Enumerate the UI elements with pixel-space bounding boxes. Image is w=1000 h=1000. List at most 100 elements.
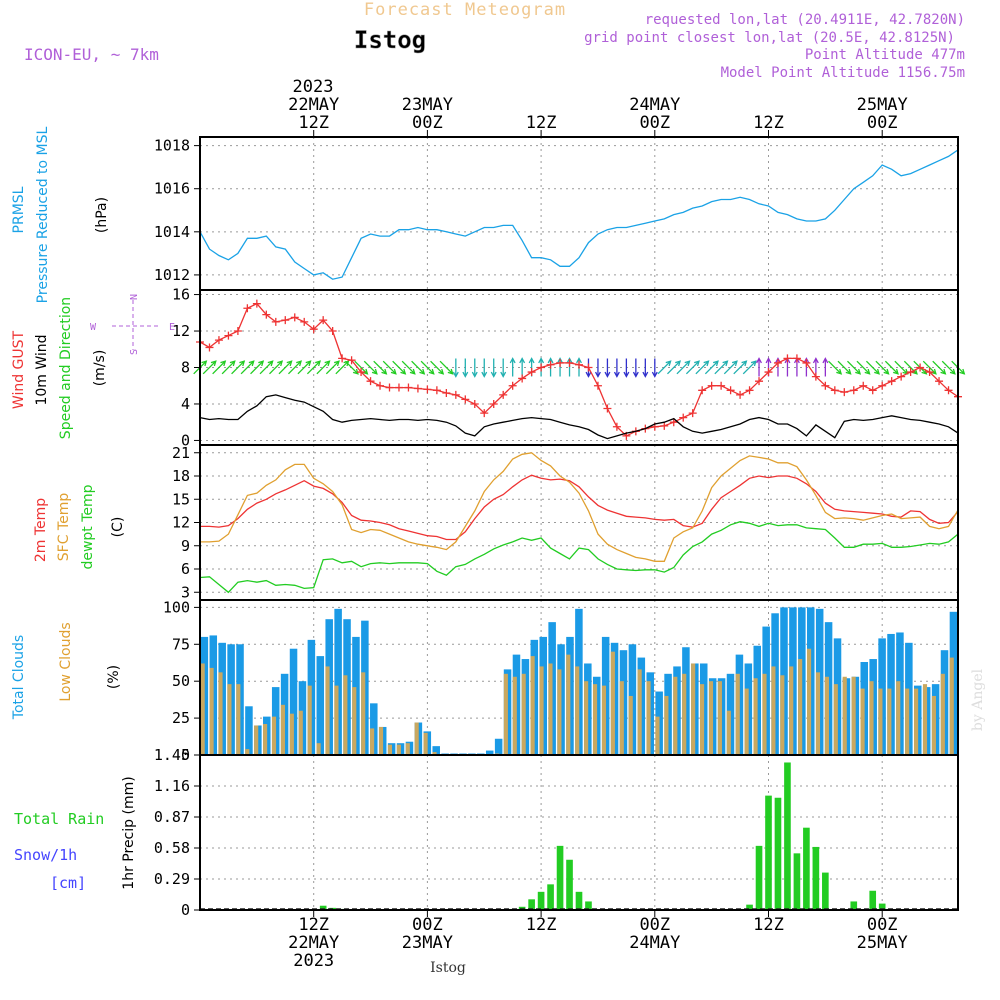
wind-arrow-icon: [316, 360, 331, 375]
wind-arrow-head: [722, 360, 729, 367]
rain-bar: [850, 901, 858, 910]
wind-arrow-head: [855, 368, 862, 375]
footer-location: Istog: [430, 960, 466, 976]
y-tick-label: 0: [181, 901, 190, 919]
wind-arrow-head: [959, 368, 966, 375]
wind-arrow-head: [651, 371, 658, 378]
wind-arrow-icon: [231, 360, 246, 375]
wind-arrow-icon: [509, 357, 516, 377]
gust-marker: [252, 299, 261, 308]
gust-marker: [584, 363, 593, 372]
wind-arrow-head: [750, 360, 757, 367]
location-title: Istog: [354, 26, 426, 54]
wind-arrow-head: [864, 368, 871, 375]
wind-arrow-head: [352, 368, 359, 375]
wind-arrow-shaft: [278, 360, 293, 375]
wind-arrow-icon: [847, 360, 862, 375]
low-cloud-bar: [566, 654, 571, 755]
wind-arrow-head: [452, 371, 459, 378]
y-tick-label: 18: [172, 467, 190, 485]
low-cloud-bar: [780, 675, 785, 755]
wind-arrow-head: [930, 368, 937, 375]
wind-arrow-shaft: [202, 360, 217, 375]
wind-arrow-head: [428, 368, 435, 375]
gust-marker: [470, 399, 479, 408]
pressure-label-1: PRMSL: [11, 186, 27, 233]
bottom-hour-label: 00Z: [412, 915, 443, 935]
low-cloud-bar: [521, 673, 526, 755]
wind-arrow-icon: [392, 360, 407, 375]
wind-arrow-icon: [439, 360, 454, 375]
gust-marker: [224, 331, 233, 340]
rain-bar: [547, 884, 554, 910]
gust-marker: [518, 374, 527, 383]
compass-icon: W E N S: [90, 294, 175, 355]
wind-arrow-icon: [500, 358, 507, 378]
wind-arrow-shaft: [714, 360, 728, 375]
low-cloud-bar: [878, 688, 883, 755]
low-cloud-bar: [691, 663, 696, 755]
wind-arrow-shaft: [856, 360, 871, 375]
wind-arrow-shaft: [894, 360, 908, 375]
y-tick-label: 0: [181, 746, 190, 764]
series-line: [199, 521, 959, 594]
compass-s: S: [129, 349, 140, 355]
wind-arrow-icon: [941, 360, 956, 375]
gust-marker: [527, 368, 536, 377]
wind-arrow-icon: [354, 360, 369, 375]
precip-label: 1hr Precip (mm): [121, 776, 137, 889]
low-cloud-bar: [673, 676, 678, 755]
low-cloud-bar: [592, 684, 598, 755]
wind-arrow-head: [822, 357, 829, 364]
compass-n: N: [129, 294, 140, 300]
dew-label: dewpt Temp: [80, 484, 96, 569]
wind-arrow-icon: [411, 360, 426, 375]
gust-marker: [669, 418, 678, 427]
rain-bar: [812, 846, 820, 910]
low-cloud-bar: [682, 673, 687, 755]
wind-arrow-shaft: [941, 360, 956, 375]
wind-arrow-shaft: [344, 360, 359, 375]
top-hour-label: 12Z: [753, 113, 784, 133]
y-tick-label: 1.16: [154, 777, 190, 795]
rain-bar: [566, 859, 573, 910]
panel-temperature: 3 6 9 12 15 18 21: [172, 444, 959, 601]
low-cloud-bar: [699, 684, 705, 755]
gust-marker: [376, 381, 385, 390]
wind-arrow-head: [400, 368, 407, 375]
closest-coords: grid point closest lon,lat (20.5E, 42.81…: [584, 30, 955, 46]
temperature-axis-labels: 2m Temp SFC Temp dewpt Temp (C): [33, 484, 126, 569]
gust-marker: [480, 409, 489, 418]
rain-bar: [755, 845, 763, 910]
wind-arrow-head: [315, 360, 321, 367]
low-cloud-bar: [869, 681, 874, 755]
low-cloud-bar: [254, 725, 259, 755]
wind-label: 10m Wind: [34, 334, 50, 405]
bottom-date-label: 25MAY: [857, 933, 908, 953]
low-cloud-bar: [298, 710, 303, 755]
top-year-label: 2023: [293, 77, 334, 97]
wind-arrow-shaft: [922, 360, 937, 375]
gust-marker: [906, 368, 915, 377]
wind-arrow-shaft: [723, 360, 738, 375]
wind-arrow-shaft: [335, 360, 349, 375]
wind-arrow-head: [883, 368, 890, 375]
gust-marker: [451, 390, 460, 399]
wind-arrow-shaft: [411, 360, 425, 375]
low-cloud-bar: [245, 749, 250, 755]
series-wind-gust: [196, 299, 962, 440]
model-label: ICON-EU, ~ 7km: [24, 45, 159, 64]
gust-marker: [736, 390, 745, 399]
precip-axis-labels: 1hr Precip (mm) Total Rain Snow/1h [cm]: [14, 776, 137, 892]
y-tick-label: 16: [172, 286, 190, 304]
wind-arrow-icon: [723, 360, 738, 375]
tsfc-label: SFC Temp: [56, 493, 72, 562]
pressure-unit: (hPa): [94, 197, 110, 233]
total-cloud-bar: [289, 648, 298, 755]
plot-temperature: [199, 452, 959, 594]
series-line: [199, 149, 959, 280]
wind-arrow-icon: [922, 360, 937, 375]
gust-marker: [698, 386, 707, 395]
total-cloud-bar: [334, 608, 342, 755]
gust-marker: [755, 377, 764, 386]
